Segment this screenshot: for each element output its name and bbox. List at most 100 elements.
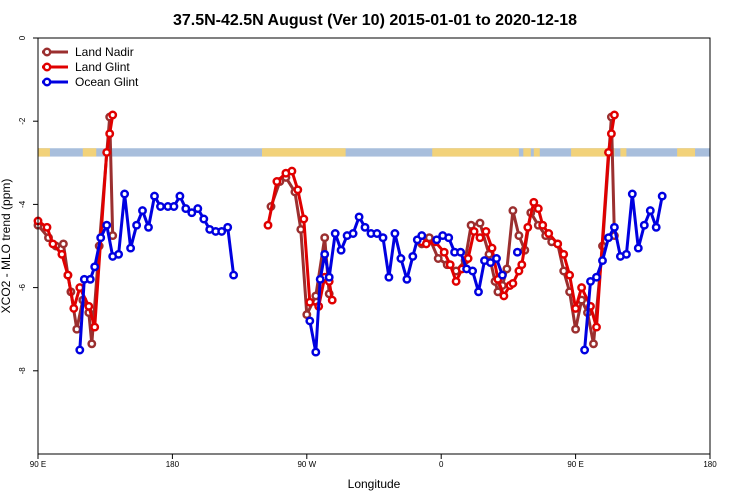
- data-point: [87, 339, 97, 349]
- data-point: [75, 283, 85, 293]
- data-point: [287, 166, 297, 176]
- data-point: [150, 191, 159, 201]
- data-point: [72, 324, 82, 334]
- data-point: [571, 324, 581, 334]
- data-point: [609, 222, 619, 232]
- data-point: [42, 222, 52, 232]
- data-point: [320, 249, 330, 259]
- series-line: [421, 114, 616, 329]
- data-point: [102, 147, 112, 157]
- series-ocean-glint: [75, 189, 667, 357]
- data-point: [469, 226, 479, 236]
- data-point: [199, 214, 209, 224]
- data-point: [75, 345, 85, 355]
- data-point: [57, 249, 67, 259]
- x-tick-label: 180: [703, 460, 717, 469]
- legend-label: Land Nadir: [75, 45, 134, 59]
- data-point: [657, 191, 667, 201]
- y-tick-label: -2: [18, 117, 27, 125]
- data-point: [475, 233, 485, 243]
- data-point: [456, 247, 466, 257]
- data-point: [468, 266, 478, 276]
- data-point: [502, 264, 512, 274]
- data-point: [217, 226, 227, 236]
- x-tick-label: 90 E: [567, 460, 583, 469]
- data-point: [592, 272, 601, 282]
- data-point: [305, 316, 315, 326]
- land-ocean-band: [38, 148, 710, 157]
- data-point: [63, 270, 73, 280]
- data-point: [586, 276, 595, 286]
- data-point: [263, 220, 273, 230]
- data-point: [463, 254, 473, 263]
- land-segment: [38, 148, 50, 157]
- data-point: [320, 233, 330, 243]
- data-point: [481, 226, 491, 236]
- data-point: [571, 303, 581, 313]
- data-point: [378, 233, 388, 243]
- x-axis-label: Longitude: [348, 477, 401, 491]
- data-point: [330, 229, 340, 238]
- data-point: [272, 177, 282, 186]
- data-point: [474, 287, 483, 297]
- data-point: [639, 220, 649, 230]
- y-tick-label: -8: [18, 367, 27, 375]
- data-point: [396, 254, 406, 263]
- data-point: [311, 347, 321, 357]
- land-segment: [533, 148, 540, 157]
- data-point: [433, 254, 443, 263]
- legend-item: Land Glint: [42, 60, 130, 74]
- y-tick-label: -4: [18, 200, 27, 208]
- ocean-band: [38, 148, 710, 157]
- data-point: [589, 339, 598, 349]
- data-point: [508, 206, 518, 216]
- data-point: [175, 191, 185, 201]
- data-point: [645, 206, 655, 216]
- data-point: [402, 274, 412, 284]
- data-point: [487, 243, 497, 253]
- data-point: [553, 239, 563, 249]
- legend-swatch-point: [42, 62, 52, 72]
- series-line: [37, 114, 115, 329]
- data-point: [305, 297, 315, 307]
- data-point: [604, 233, 613, 243]
- data-point: [486, 258, 495, 268]
- data-point: [523, 222, 533, 232]
- data-point: [651, 222, 661, 232]
- data-point: [327, 295, 337, 305]
- data-point: [354, 212, 364, 222]
- data-point: [193, 204, 203, 214]
- data-point: [293, 185, 303, 195]
- data-point: [475, 218, 485, 228]
- data-point: [90, 322, 100, 332]
- data-point: [105, 129, 115, 139]
- land-segment: [82, 148, 97, 157]
- data-point: [187, 208, 197, 218]
- y-tick-label: -6: [18, 283, 27, 291]
- x-tick-label: 90 E: [30, 460, 46, 469]
- data-point: [156, 202, 165, 211]
- data-point: [604, 147, 613, 157]
- data-point: [444, 233, 454, 243]
- plot-frame: [37, 37, 711, 455]
- legend-swatch-point: [42, 47, 52, 57]
- data-point: [138, 206, 147, 216]
- data-point: [514, 231, 524, 241]
- data-point: [58, 239, 68, 249]
- data-point: [229, 270, 239, 280]
- data-point: [181, 204, 191, 214]
- data-point: [132, 220, 142, 230]
- series-layer: [33, 110, 667, 357]
- data-point: [598, 256, 607, 266]
- data-point: [432, 235, 442, 245]
- data-point: [360, 222, 370, 232]
- data-point: [517, 260, 527, 270]
- data-point: [421, 239, 431, 249]
- data-point: [126, 243, 136, 253]
- data-point: [90, 262, 100, 272]
- data-point: [102, 220, 112, 230]
- data-point: [144, 222, 153, 232]
- x-tick-label: 90 W: [297, 460, 316, 469]
- land-segment: [677, 148, 696, 157]
- data-point: [508, 278, 518, 288]
